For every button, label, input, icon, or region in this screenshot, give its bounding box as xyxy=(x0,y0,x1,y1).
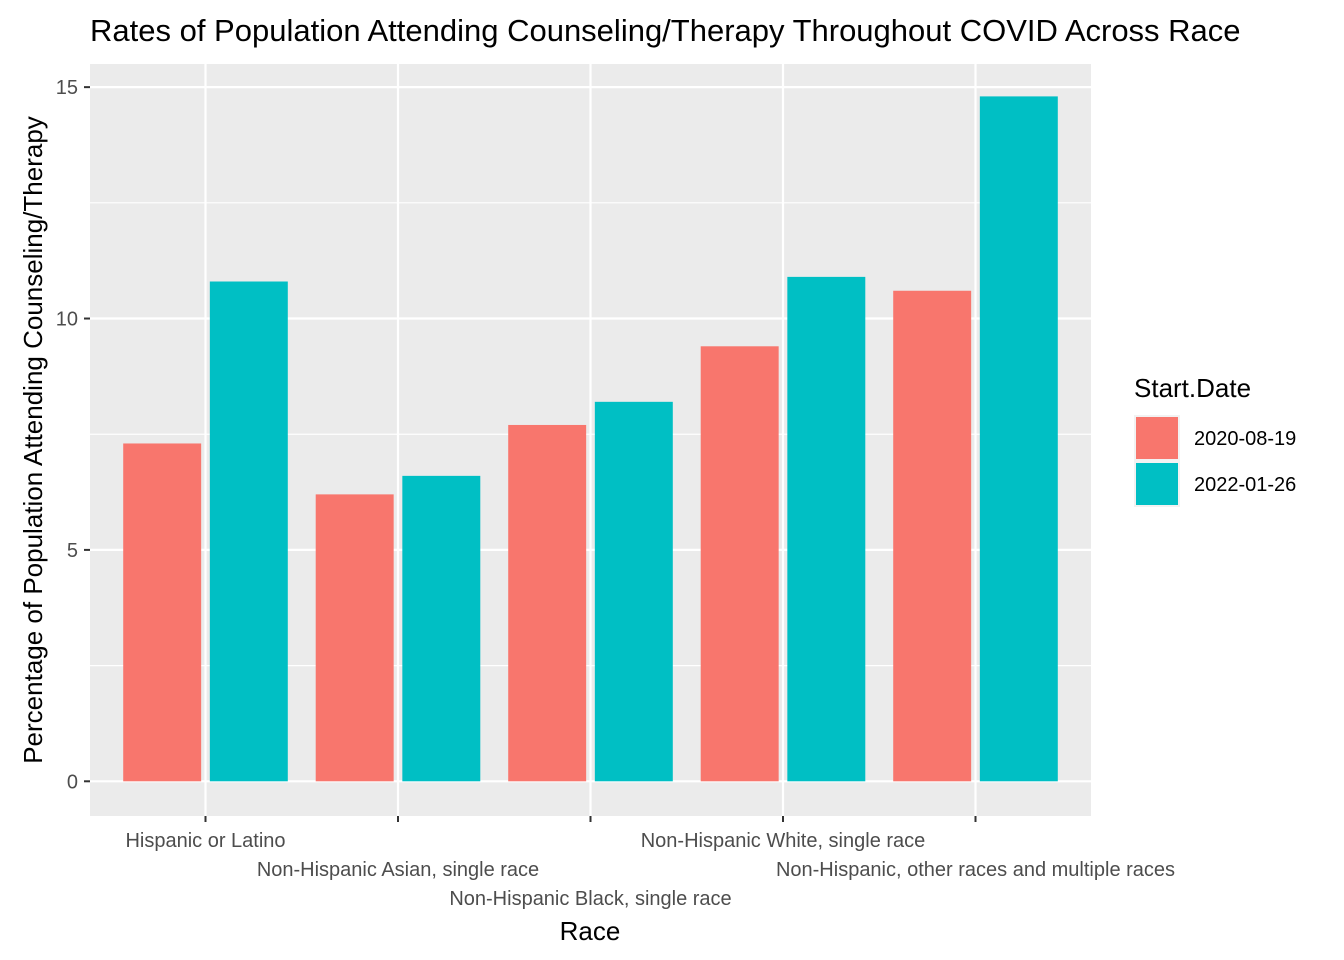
bar-2020-08-19-0 xyxy=(123,443,202,782)
bar-2020-08-19-1 xyxy=(315,494,394,782)
bar-2022-01-26-0 xyxy=(209,281,288,782)
bar-2022-01-26-3 xyxy=(787,276,866,782)
bar-2020-08-19-4 xyxy=(893,290,972,782)
bar-2022-01-26-4 xyxy=(979,96,1058,782)
legend-swatch xyxy=(1136,463,1178,505)
legend-title: Start.Date xyxy=(1134,373,1251,403)
bar-2022-01-26-1 xyxy=(402,475,481,782)
y-tick-label: 0 xyxy=(67,771,78,793)
x-tick-label: Non-Hispanic Asian, single race xyxy=(257,859,539,881)
x-tick-label: Hispanic or Latino xyxy=(125,830,285,852)
legend-keys: 2020-08-19 2022-01-26 xyxy=(1134,415,1296,507)
x-tick-label: Non-Hispanic, other races and multiple r… xyxy=(776,859,1175,881)
y-tick-label: 10 xyxy=(56,309,78,331)
bar-2020-08-19-2 xyxy=(508,424,587,782)
chart-title: Rates of Population Attending Counseling… xyxy=(90,13,1241,48)
y-tick-label: 5 xyxy=(67,540,78,562)
x-tick-label: Non-Hispanic Black, single race xyxy=(449,888,731,910)
legend-swatch xyxy=(1136,417,1178,459)
legend-label: 2022-01-26 xyxy=(1194,474,1296,496)
legend: Start.Date 2020-08-19 2022-01-26 xyxy=(1134,373,1296,507)
legend-label: 2020-08-19 xyxy=(1194,428,1296,450)
x-tick-label: Non-Hispanic White, single race xyxy=(641,830,926,852)
bar-2022-01-26-2 xyxy=(594,401,673,782)
y-axis-title: Percentage of Population Attending Couns… xyxy=(18,116,48,764)
bars xyxy=(123,96,1058,782)
y-axis: 0 5 10 15 xyxy=(56,77,90,793)
bar-2020-08-19-3 xyxy=(700,346,779,782)
y-tick-label: 15 xyxy=(56,77,78,99)
x-axis: Hispanic or Latino Non-Hispanic Asian, si… xyxy=(125,816,1175,910)
x-axis-title: Race xyxy=(560,916,621,946)
